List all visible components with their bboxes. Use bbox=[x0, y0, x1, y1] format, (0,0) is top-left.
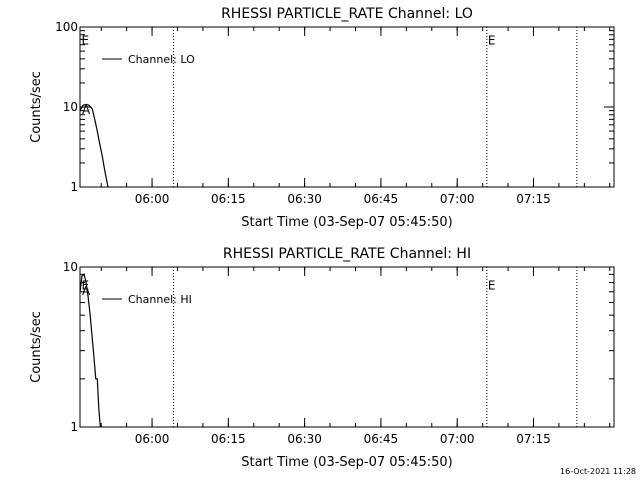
p0-plot-frame bbox=[79, 26, 615, 188]
p0-x-tick-label: 06:30 bbox=[287, 192, 322, 206]
p1-x-tick-label: 06:00 bbox=[135, 432, 170, 446]
p1-x-tick-label: 07:15 bbox=[516, 432, 551, 446]
p1-x-tick-label: 06:45 bbox=[364, 432, 399, 446]
p0-annotation-a: A bbox=[82, 103, 91, 117]
p0-x-tick-label: 06:45 bbox=[364, 192, 399, 206]
p1-chart-title: RHESSI PARTICLE_RATE Channel: HI bbox=[223, 246, 471, 262]
p1-x-tick-label: 07:00 bbox=[440, 432, 475, 446]
p0-legend-label: Channel: LO bbox=[128, 53, 195, 66]
p1-series-line bbox=[79, 273, 101, 428]
p0-y-tick-label: 100 bbox=[55, 20, 78, 34]
plot-hi-channel: RHESSI PARTICLE_RATE Channel: HI Start Ti… bbox=[29, 246, 615, 470]
p1-x-tick-label: 06:15 bbox=[211, 432, 246, 446]
p1-y-tick-label: 10 bbox=[63, 260, 78, 274]
p1-x-tick-label: 06:30 bbox=[287, 432, 322, 446]
p0-annotation-e: E bbox=[488, 33, 496, 47]
p0-x-tick-label: 06:00 bbox=[135, 192, 170, 206]
p0-series-line bbox=[79, 103, 109, 188]
plot-lo-channel: RHESSI PARTICLE_RATE Channel: LO Start Ti… bbox=[29, 6, 615, 230]
p1-y-axis-label: Counts/sec bbox=[29, 311, 44, 383]
p0-y-tick-label: 1 bbox=[70, 180, 78, 194]
p0-x-tick-label: 07:15 bbox=[516, 192, 551, 206]
p1-y-tick-label: 1 bbox=[70, 420, 78, 434]
p0-y-tick-label: 10 bbox=[63, 100, 78, 114]
p1-plot-frame bbox=[79, 266, 615, 428]
p0-x-axis-label: Start Time (03-Sep-07 05:45:50) bbox=[241, 215, 452, 230]
p0-annotation-e: E bbox=[82, 33, 90, 47]
p0-x-tick-label: 07:00 bbox=[440, 192, 475, 206]
p0-y-axis-label: Counts/sec bbox=[29, 71, 44, 143]
p0-chart-title: RHESSI PARTICLE_RATE Channel: LO bbox=[221, 6, 473, 22]
p0-x-tick-label: 06:15 bbox=[211, 192, 246, 206]
footer-timestamp: 16-Oct-2021 11:28 bbox=[560, 467, 636, 476]
p1-annotation-e: E bbox=[488, 278, 496, 292]
p1-annotation-a: A bbox=[82, 284, 91, 298]
p1-annotation-e: E bbox=[82, 278, 90, 292]
p1-legend-label: Channel: HI bbox=[128, 293, 192, 306]
p1-x-axis-label: Start Time (03-Sep-07 05:45:50) bbox=[241, 455, 452, 470]
